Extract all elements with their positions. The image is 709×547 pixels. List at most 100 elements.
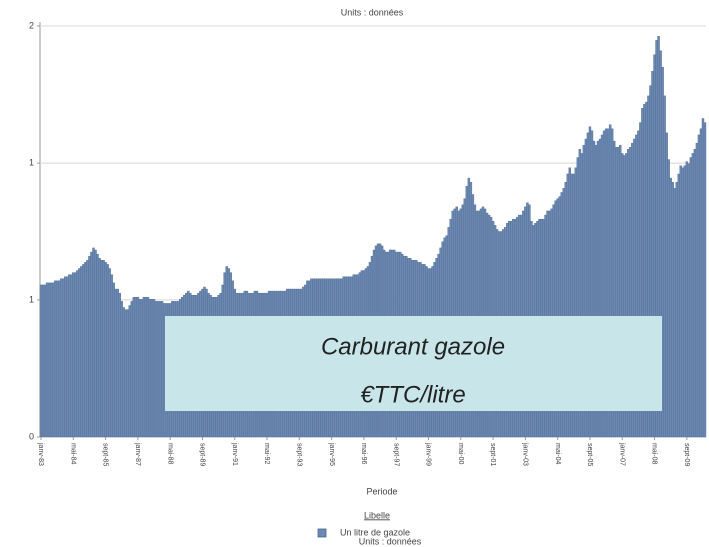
bar [114, 288, 117, 438]
bar [681, 167, 684, 438]
bar [667, 159, 670, 438]
bar [110, 274, 113, 438]
bar [68, 274, 71, 438]
x-tick-label: janv-91 [231, 442, 238, 466]
x-axis-label: Periode [366, 486, 397, 496]
y-tick-label: 1 [29, 294, 34, 304]
x-tick-label: mai-04 [554, 443, 561, 465]
bar [41, 284, 45, 438]
bar [162, 303, 166, 438]
x-tick-label: sept-93 [295, 443, 302, 466]
bar [679, 165, 682, 438]
legend-label: Un litre de gazole [340, 527, 410, 537]
bar [691, 153, 695, 438]
chart-title: Units : données [341, 7, 404, 17]
x-tick-label: janv-83 [37, 442, 44, 466]
bar [144, 297, 148, 438]
x-tick-label: janv-07 [618, 442, 625, 466]
annotation-text: €TTC/litre [360, 381, 465, 408]
bar [663, 95, 666, 438]
bar [118, 292, 121, 438]
x-tick-label: sept-09 [683, 443, 690, 466]
bar [39, 284, 43, 438]
bar [136, 297, 140, 438]
bar [43, 284, 47, 438]
bar [122, 307, 125, 438]
bar [64, 276, 67, 438]
bar [697, 134, 701, 438]
x-tick-label: mai-00 [457, 443, 464, 465]
bar [160, 301, 164, 438]
bar [126, 309, 129, 438]
bar [701, 118, 705, 438]
bar [140, 299, 144, 438]
bar [146, 297, 150, 438]
bar [90, 251, 93, 438]
bar [72, 272, 75, 438]
bar [150, 299, 154, 438]
bar [156, 301, 160, 438]
x-tick-label: mai-96 [360, 443, 367, 465]
bar [92, 247, 95, 438]
bar [665, 132, 668, 438]
y-tick-label: 0 [29, 431, 34, 441]
bar [86, 260, 89, 438]
bar [108, 268, 111, 438]
bar [84, 262, 87, 438]
bar [120, 301, 123, 438]
bar [49, 282, 53, 438]
x-tick-label: sept-01 [489, 443, 496, 466]
bar [88, 255, 91, 438]
bar [98, 258, 101, 438]
bar [53, 280, 57, 438]
bar [148, 299, 152, 438]
x-tick-label: janv-87 [134, 442, 141, 466]
bar [138, 299, 142, 438]
bar [689, 157, 693, 438]
y-tick-label: 2 [29, 20, 34, 30]
y-tick-label: 1 [29, 157, 34, 167]
bar [693, 149, 697, 438]
legend-title: Libelle [364, 510, 390, 520]
bar [78, 268, 81, 438]
bar [104, 262, 107, 438]
bar [677, 173, 680, 438]
bar [699, 128, 703, 438]
x-tick-label: mai-08 [651, 443, 658, 465]
x-tick-label: sept-85 [102, 443, 109, 466]
bar [158, 301, 162, 438]
bar [82, 264, 85, 438]
bar [675, 181, 678, 438]
bar [76, 270, 79, 438]
bar [671, 181, 674, 438]
annotation-background [165, 316, 662, 411]
bar [70, 274, 73, 438]
bar [134, 297, 138, 438]
bar [66, 276, 69, 438]
bar [128, 305, 132, 438]
bar [57, 280, 61, 438]
bar [45, 282, 49, 438]
bar [106, 264, 109, 438]
bar [94, 249, 97, 438]
bar [683, 165, 687, 438]
bar [100, 260, 103, 438]
bar [59, 278, 63, 438]
bar [102, 260, 105, 438]
x-tick-label: janv-99 [425, 442, 432, 466]
bar [116, 288, 119, 438]
bar [62, 278, 65, 438]
bar [112, 282, 115, 438]
x-tick-label: mai-84 [69, 443, 76, 465]
x-tick-label: janv-95 [328, 442, 335, 466]
bar [687, 163, 691, 438]
bar [51, 282, 55, 438]
bar [142, 297, 146, 438]
bar [55, 280, 59, 438]
annotation-box: Carburant gazole €TTC/litre [165, 316, 662, 411]
x-tick-label: mai-88 [166, 443, 173, 465]
bar [132, 297, 136, 438]
bar [685, 161, 689, 438]
